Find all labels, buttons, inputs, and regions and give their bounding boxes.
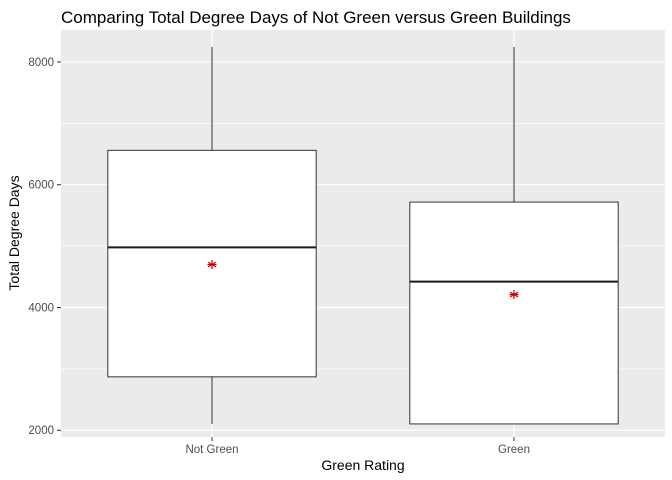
y-axis: 2000 4000 6000 8000 [28, 57, 61, 437]
iqr-box [409, 201, 619, 425]
x-tick-label: Not Green [185, 444, 238, 456]
mean-marker [509, 290, 519, 300]
mean-marker [207, 260, 217, 270]
boxes [107, 46, 619, 425]
y-tick-label: 8000 [28, 57, 54, 69]
x-axis-title: Green Rating [321, 457, 404, 473]
y-tick-label: 2000 [28, 425, 54, 437]
box-not-green [107, 46, 317, 424]
box-green [409, 46, 619, 425]
y-tick-label: 6000 [28, 180, 54, 192]
chart-title: Comparing Total Degree Days of Not Green… [61, 8, 571, 27]
x-tick-label: Green [498, 444, 530, 456]
y-tick-label: 4000 [28, 302, 54, 314]
x-axis: Not Green Green [185, 437, 530, 456]
y-axis-title: Total Degree Days [6, 175, 22, 290]
